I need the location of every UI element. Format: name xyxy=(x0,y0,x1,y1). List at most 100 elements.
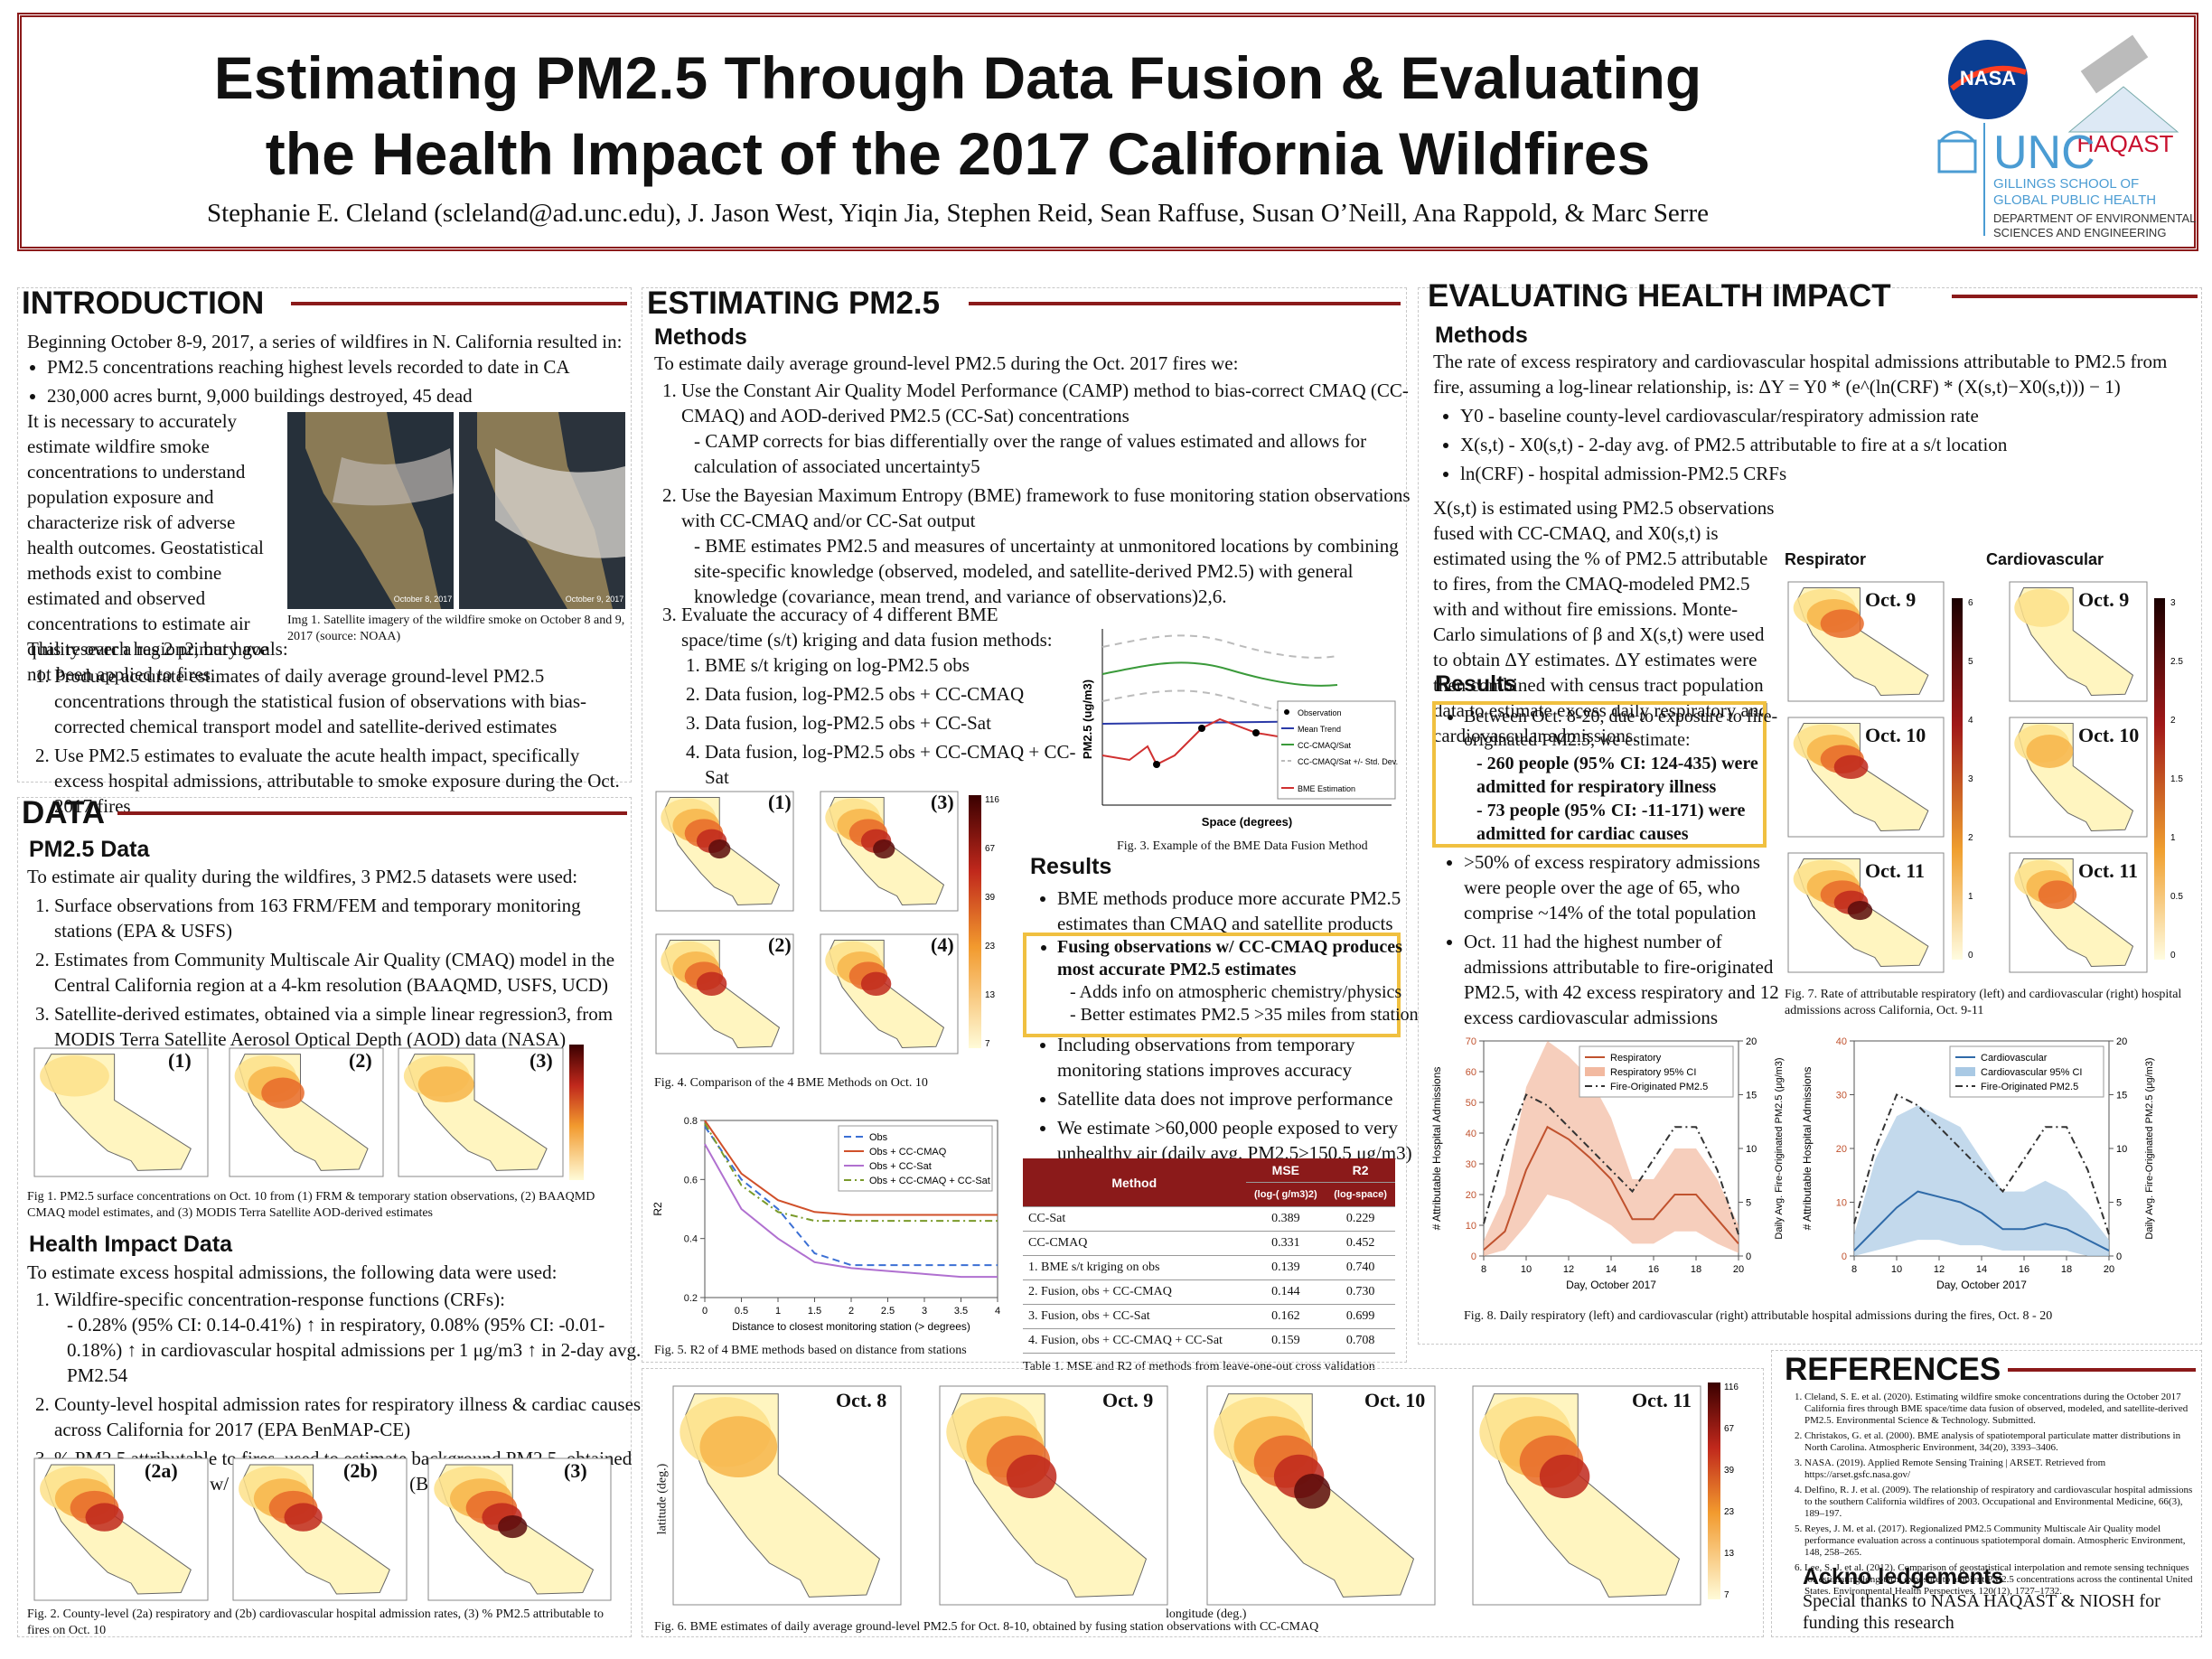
y2-tick-label: 0 xyxy=(1746,1251,1751,1262)
std-line xyxy=(1101,634,1338,659)
legend-swatch xyxy=(1585,1067,1605,1076)
intro-box xyxy=(17,287,632,783)
y-tick-label: 40 xyxy=(1466,1129,1476,1139)
numbered-list: Surface observations from 163 FRM/FEM an… xyxy=(27,893,642,1055)
colorbar-tick: 13 xyxy=(985,990,996,1000)
map-label: Oct. 9 xyxy=(2078,588,2130,611)
y-tick-label: 30 xyxy=(1466,1159,1476,1170)
y-tick-label: 50 xyxy=(1466,1098,1476,1109)
section-rule xyxy=(117,811,627,815)
map-label: (3) xyxy=(564,1459,587,1482)
header-cell: (log-( g/m3)2) xyxy=(1245,1182,1326,1207)
list-item: Estimates from Community Multiscale Air … xyxy=(54,947,642,998)
table-cell: 0.708 xyxy=(1326,1328,1395,1354)
smoke xyxy=(495,448,625,558)
table-row: CC-Sat 0.389 0.229 xyxy=(1023,1206,1395,1232)
colorbar-tick: 2 xyxy=(1968,833,1973,843)
list-item: Use the Constant Air Quality Model Perfo… xyxy=(681,378,1413,479)
sub-heading: Methods xyxy=(654,324,747,350)
caption: Fig. 7. Rate of attributable respiratory… xyxy=(1785,988,2182,1017)
image-label: October 9, 2017 xyxy=(566,595,624,604)
map-label: (2a) xyxy=(145,1459,178,1482)
legend-label: Obs + CC-CMAQ xyxy=(869,1147,947,1158)
nasa-swoosh xyxy=(1950,65,2027,91)
x-tick-label: 0 xyxy=(702,1306,708,1317)
section-heading: ESTIMATING PM2.5 xyxy=(647,286,941,321)
legend-swatch xyxy=(1284,709,1289,715)
header-cell: R2 xyxy=(1326,1158,1395,1183)
map xyxy=(2009,717,2148,838)
smoke-area xyxy=(2038,880,2077,909)
caption: Fig 1. PM2.5 surface concentrations on O… xyxy=(27,1190,595,1220)
x-tick-label: 20 xyxy=(2104,1264,2114,1275)
legend-box xyxy=(1579,1045,1734,1098)
numbered-list: BME s/t kriging on log-PM2.5 obs Data fus… xyxy=(681,652,1079,790)
text: Special thanks to NASA HAQAST & NIOSH fo… xyxy=(1803,1591,2160,1633)
legend-label: Respiratory 95% CI xyxy=(1610,1067,1696,1078)
logos: NASA HAQAST UNC GILLINGS SCHOOL OF GLOBA… xyxy=(1937,34,2196,239)
map xyxy=(1787,852,1945,973)
smoke-area xyxy=(708,839,731,859)
caption: Table 1. MSE and R2 of methods from leav… xyxy=(1023,1360,1375,1373)
text: Use the Bayesian Maximum Entropy (BME) f… xyxy=(681,484,1411,531)
sub-item: - BME estimates PM2.5 and measures of un… xyxy=(694,535,1399,607)
legend-label: Respiratory xyxy=(1610,1053,1662,1064)
colorbar-tick: 7 xyxy=(985,1039,990,1049)
y-tick-label: 0 xyxy=(1842,1251,1847,1262)
y-tick-label: 70 xyxy=(1466,1036,1476,1047)
colorbar-tick: 23 xyxy=(1724,1507,1735,1517)
list-item: Y0 - baseline county-level cardiovascula… xyxy=(1460,403,2201,428)
ci-band xyxy=(1854,1105,2109,1256)
series-line xyxy=(704,1122,998,1223)
section-rule xyxy=(1952,295,2198,298)
gillings-text: GILLINGS SCHOOL OF xyxy=(1993,176,2139,192)
list-item: ln(CRF) - hospital admission-PM2.5 CRFs xyxy=(1460,461,2201,486)
dept-text: SCIENCES AND ENGINEERING xyxy=(1993,226,2166,239)
sub-heading: Results xyxy=(1030,854,1112,879)
map-label: Oct. 8 xyxy=(836,1389,887,1411)
list-item: Use PM2.5 estimates to evaluate the acut… xyxy=(54,743,623,819)
table-cell: 0.699 xyxy=(1326,1304,1395,1329)
y-tick-label: 0 xyxy=(1471,1251,1476,1262)
obs-dot xyxy=(1252,729,1260,736)
x-tick-label: 14 xyxy=(1606,1264,1617,1275)
y-tick-label: 10 xyxy=(1466,1221,1476,1232)
table-cell: 0.159 xyxy=(1245,1328,1326,1354)
x-axis-label: Day, October 2017 xyxy=(1566,1279,1656,1291)
colorbar xyxy=(569,1045,584,1180)
text: To estimate air quality during the wildf… xyxy=(27,866,578,887)
map xyxy=(1787,717,1945,838)
map-label: (2) xyxy=(768,933,792,956)
colorbar-tick: 2.5 xyxy=(2170,657,2183,667)
x-tick-label: 0.5 xyxy=(735,1306,748,1317)
colorbar-tick: 2 xyxy=(2170,716,2176,726)
y-tick-label: 0.8 xyxy=(684,1116,698,1127)
sub-item: - 0.28% (95% CI: 0.14-0.41%) ↑ in respir… xyxy=(67,1314,642,1386)
map xyxy=(1206,1385,1436,1606)
cc-line xyxy=(1101,661,1338,687)
intro-paragraph: It is necessary to accurately estimate w… xyxy=(27,410,269,685)
unc-well xyxy=(1937,139,1977,173)
legend-label: Mean Trend xyxy=(1298,725,1341,734)
table-row: 4. Fusion, obs + CC-CMAQ + CC-Sat 0.159 0.… xyxy=(1023,1328,1395,1354)
land xyxy=(305,412,441,609)
colorbar-tick: 5 xyxy=(1968,657,1973,667)
sub-heading: Results xyxy=(1435,671,1517,697)
map-label: Oct. 10 xyxy=(2078,724,2140,746)
sub-item: - Better estimates PM2.5 >35 miles from … xyxy=(1070,1005,1419,1025)
sub-item: - CAMP corrects for bias differentially … xyxy=(694,430,1367,477)
table-cell: 4. Fusion, obs + CC-CMAQ + CC-Sat xyxy=(1023,1328,1246,1354)
map-label: Oct. 11 xyxy=(2078,859,2138,882)
sub-heading: Ackno ledgements xyxy=(1803,1564,2004,1589)
table-row: 2. Fusion, obs + CC-CMAQ 0.144 0.730 xyxy=(1023,1279,1395,1305)
list-item: BME methods produce more accurate PM2.5 … xyxy=(1057,886,1410,936)
series-line xyxy=(704,1120,998,1216)
header-cell: (log-space) xyxy=(1326,1182,1395,1207)
axis-label: Space (degrees) xyxy=(1202,815,1292,829)
y-tick-label: 20 xyxy=(1466,1190,1476,1201)
y-tick-label: 20 xyxy=(1836,1144,1847,1155)
y2-tick-label: 20 xyxy=(1746,1036,1757,1047)
table-cell: 0.162 xyxy=(1245,1304,1326,1329)
x-tick-label: 12 xyxy=(1934,1264,1945,1275)
y2-axis-label: Daily Avg. Fire-Originated PM2.5 (μg/m3) xyxy=(1774,1057,1785,1239)
